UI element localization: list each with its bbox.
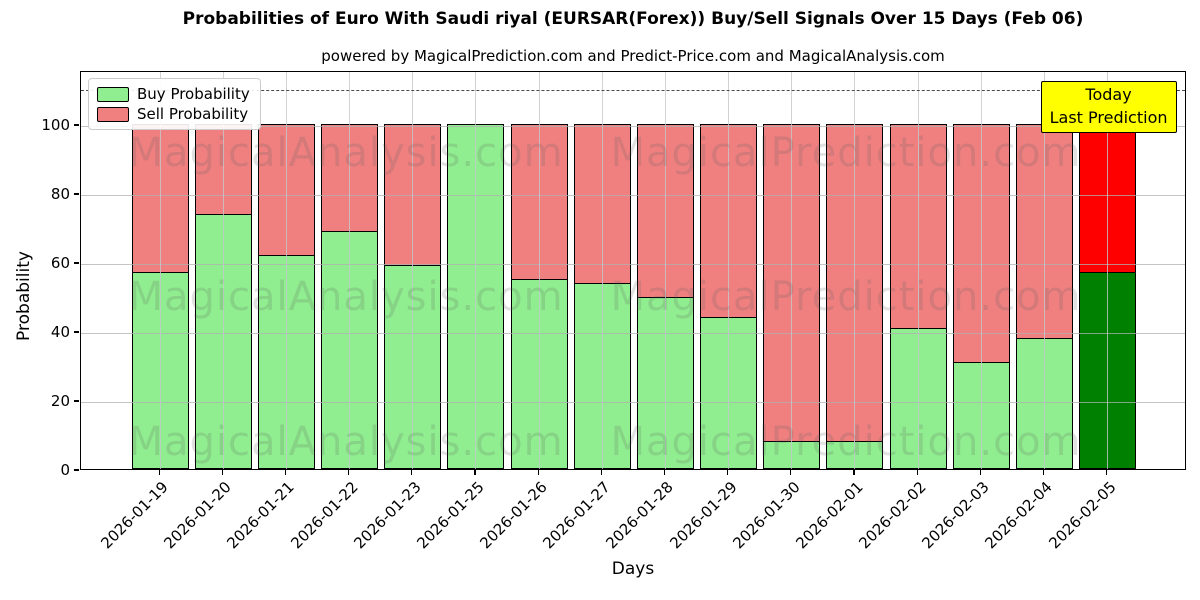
vertical-gridline bbox=[1043, 72, 1045, 469]
horizontal-gridline bbox=[81, 333, 1185, 334]
vertical-gridline bbox=[222, 72, 224, 469]
x-tick-mark bbox=[853, 470, 855, 475]
y-tick-label: 80 bbox=[50, 185, 70, 203]
sell-swatch-icon bbox=[97, 106, 129, 122]
y-tick-mark bbox=[74, 469, 79, 471]
legend-label-buy: Buy Probability bbox=[137, 85, 250, 103]
watermark-left: MagicalAnalysis.com bbox=[128, 274, 564, 320]
x-tick-mark bbox=[537, 470, 539, 475]
vertical-gridline bbox=[412, 72, 414, 469]
vertical-gridline bbox=[854, 72, 856, 469]
vertical-gridline bbox=[917, 72, 919, 469]
y-tick-label: 100 bbox=[41, 116, 70, 134]
dashed-threshold-line bbox=[81, 89, 1185, 91]
legend-label-sell: Sell Probability bbox=[137, 105, 249, 123]
chart-subtitle: powered by MagicalPrediction.com and Pre… bbox=[321, 47, 945, 65]
y-tick-mark bbox=[74, 400, 79, 402]
today-annotation-line2: Last Prediction bbox=[1049, 108, 1168, 127]
chart-title: Probabilities of Euro With Saudi riyal (… bbox=[182, 9, 1084, 29]
y-tick-mark bbox=[74, 193, 79, 195]
y-tick-mark bbox=[74, 124, 79, 126]
legend-row-buy: Buy Probability bbox=[97, 84, 250, 104]
x-tick-mark bbox=[600, 470, 602, 475]
y-axis-title: Probability bbox=[14, 251, 34, 341]
y-tick-mark bbox=[74, 262, 79, 264]
y-tick-mark bbox=[74, 331, 79, 333]
x-tick-mark bbox=[979, 470, 981, 475]
x-tick-mark bbox=[411, 470, 413, 475]
x-axis-title: Days bbox=[611, 559, 655, 579]
horizontal-gridline bbox=[81, 195, 1185, 196]
x-tick-mark bbox=[221, 470, 223, 475]
y-tick-label: 40 bbox=[50, 323, 70, 341]
x-tick-mark bbox=[663, 470, 666, 475]
x-tick-mark bbox=[284, 470, 287, 475]
vertical-gridline bbox=[285, 72, 287, 469]
vertical-gridline bbox=[601, 72, 603, 469]
vertical-gridline bbox=[728, 72, 730, 469]
watermark-right: MagicalPrediction.com bbox=[610, 130, 1082, 176]
today-annotation-line1: Today bbox=[1085, 85, 1132, 104]
vertical-gridline bbox=[538, 72, 540, 469]
watermark-right: MagicalPrediction.com bbox=[610, 274, 1082, 320]
vertical-gridline bbox=[664, 72, 666, 469]
x-tick-mark bbox=[158, 470, 160, 475]
watermark-left: MagicalAnalysis.com bbox=[128, 419, 564, 465]
legend: Buy Probability Sell Probability bbox=[88, 78, 261, 130]
watermark-right: MagicalPrediction.com bbox=[610, 419, 1082, 465]
x-tick-mark bbox=[1106, 470, 1108, 475]
vertical-gridline bbox=[1107, 72, 1109, 469]
vertical-gridline bbox=[349, 72, 350, 469]
plot-area: Buy Probability Sell Probability Today L… bbox=[80, 71, 1186, 470]
x-tick-mark bbox=[790, 470, 792, 475]
y-tick-label: 20 bbox=[50, 392, 70, 410]
horizontal-gridline bbox=[81, 402, 1185, 403]
x-tick-mark bbox=[727, 470, 729, 475]
x-tick-mark bbox=[348, 470, 350, 475]
vertical-gridline bbox=[791, 72, 793, 469]
buy-swatch-icon bbox=[97, 86, 129, 102]
today-annotation: Today Last Prediction bbox=[1040, 81, 1177, 133]
horizontal-gridline bbox=[81, 264, 1185, 265]
horizontal-gridline bbox=[81, 126, 1185, 127]
watermark-left: MagicalAnalysis.com bbox=[128, 130, 564, 176]
y-tick-label: 60 bbox=[50, 254, 70, 272]
x-tick-mark bbox=[916, 470, 918, 475]
y-tick-label: 0 bbox=[60, 461, 70, 479]
x-tick-mark bbox=[1042, 470, 1045, 475]
vertical-gridline bbox=[980, 72, 982, 469]
legend-row-sell: Sell Probability bbox=[97, 104, 250, 124]
vertical-gridline bbox=[475, 72, 477, 469]
x-tick-mark bbox=[474, 470, 476, 475]
vertical-gridline bbox=[159, 72, 161, 469]
